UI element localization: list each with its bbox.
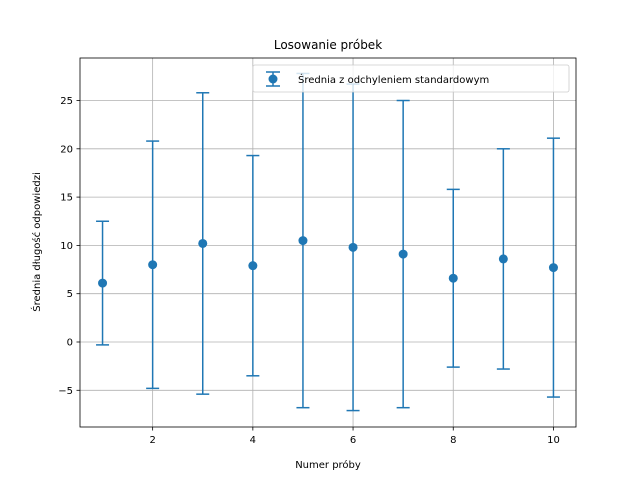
y-tick-label: −5 [58,386,73,397]
y-tick-label: 5 [67,289,73,300]
legend-entry-label: Średnia z odchyleniem standardowym [298,73,489,86]
chart-title: Losowanie próbek [274,38,382,52]
mean-marker [548,263,558,273]
mean-marker [398,249,408,259]
mean-marker [98,278,108,288]
x-tick-label: 2 [149,435,155,446]
x-tick-label: 4 [250,435,256,446]
mean-marker [148,260,158,270]
y-axis-label: Średnia długość odpowiedzi [30,172,43,311]
data-point [296,72,310,409]
legend: Średnia z odchyleniem standardowym [252,64,570,93]
x-axis-label: Numer próby [295,459,361,471]
mean-marker [198,238,208,248]
x-tick-label: 10 [547,435,560,446]
y-tick-label: 15 [60,193,73,204]
y-tick-label: 10 [60,241,73,252]
data-point [546,137,560,398]
mean-marker [448,273,458,283]
data-point [96,220,110,346]
plot-frame [79,57,577,428]
x-tick-label: 6 [350,435,356,446]
data-point [146,140,160,390]
y-tick-label: 20 [60,144,73,155]
y-tick-label: 0 [67,337,73,348]
mean-marker [298,236,308,246]
legend-marker [266,71,280,87]
legend-marker-dot [268,74,278,84]
data-point [246,154,260,377]
series-średnia-z-odchyleniem-standardowym [96,72,560,412]
data-point [446,188,460,368]
data-point [196,92,210,395]
data-point [496,148,510,370]
mean-marker [498,254,508,264]
plot-area [80,58,576,427]
mean-marker [348,242,358,252]
legend-box [252,64,570,93]
y-tick-label: 25 [60,96,73,107]
mean-marker [248,261,258,271]
axis-ticks: 2 4 6 8 10 −5 0 5 10 15 20 25 [58,96,560,446]
data-point [396,99,410,409]
data-series [96,72,560,412]
x-tick-label: 8 [450,435,456,446]
